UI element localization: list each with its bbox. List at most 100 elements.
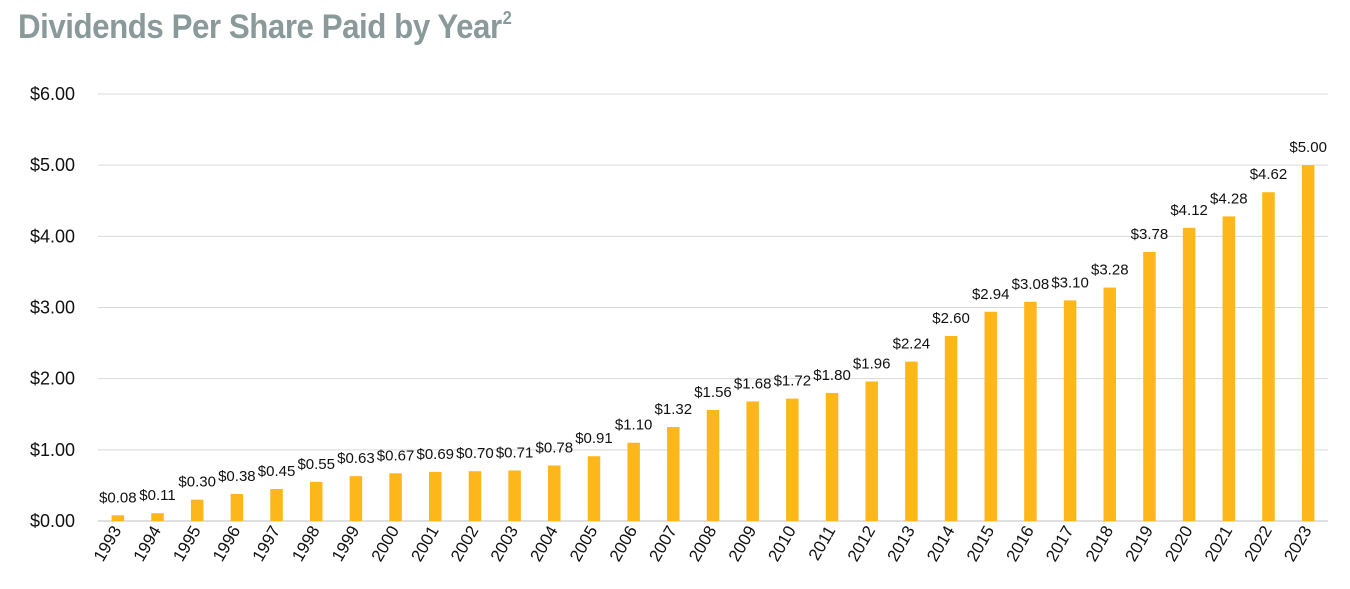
data-label-2006: $1.10 [615, 417, 653, 434]
x-tick-label-1994: 1994 [130, 523, 165, 565]
chart-title-text: Dividends Per Share Paid by Year [18, 8, 502, 46]
bar-2021 [1222, 216, 1236, 521]
x-tick-label-1995: 1995 [169, 523, 204, 565]
bar-2013 [905, 361, 918, 521]
chart-title: Dividends Per Share Paid by Year2 [18, 8, 512, 47]
x-tick-label-2010: 2010 [764, 523, 799, 565]
y-axis-tick-labels: $0.00 $1.00 $2.00 $3.00 $4.00 $5.00 $6.00 [30, 84, 75, 531]
y-tick-label: $6.00 [30, 84, 75, 104]
bars [111, 165, 1315, 522]
data-label-2009: $1.68 [734, 375, 772, 392]
x-tick-label-2016: 2016 [1003, 523, 1038, 565]
bar-2018 [1103, 287, 1117, 521]
bar-2010 [786, 398, 799, 521]
data-label-2013: $2.24 [893, 336, 931, 353]
data-label-1997: $0.45 [258, 463, 296, 480]
data-label-2012: $1.96 [853, 356, 891, 373]
x-tick-label-2022: 2022 [1241, 523, 1276, 565]
data-label-1999: $0.63 [337, 450, 375, 467]
data-label-2001: $0.69 [416, 446, 454, 463]
x-tick-label-2015: 2015 [963, 523, 998, 565]
bar-2020 [1182, 227, 1196, 521]
data-label-2005: $0.91 [575, 430, 613, 447]
data-label-2014: $2.60 [932, 310, 970, 327]
bar-1998 [309, 481, 323, 521]
bar-2002 [468, 471, 482, 521]
y-tick-label: $1.00 [30, 440, 75, 460]
data-label-2021: $4.28 [1210, 190, 1248, 207]
bar-2001 [429, 471, 442, 521]
bar-1994 [151, 513, 164, 521]
bar-2008 [706, 409, 720, 521]
bar-2012 [865, 381, 878, 521]
bar-2011 [825, 392, 839, 521]
x-tick-label-2008: 2008 [685, 523, 720, 565]
x-tick-label-2013: 2013 [883, 523, 918, 565]
bar-2023 [1301, 165, 1315, 521]
x-tick-label-2014: 2014 [923, 523, 958, 565]
x-tick-label-2007: 2007 [645, 523, 680, 565]
data-label-2010: $1.72 [774, 373, 812, 390]
x-tick-label-1997: 1997 [249, 523, 284, 565]
x-tick-label-2005: 2005 [566, 523, 601, 565]
bar-2017 [1063, 300, 1077, 521]
x-tick-label-2000: 2000 [368, 523, 403, 565]
bar-2019 [1143, 251, 1156, 522]
data-label-2011: $1.80 [813, 367, 851, 384]
bar-2014 [944, 335, 958, 521]
data-label-2022: $4.62 [1250, 166, 1288, 183]
x-tick-label-2021: 2021 [1201, 523, 1236, 565]
data-label-1998: $0.55 [297, 456, 335, 473]
data-label-2003: $0.71 [496, 444, 534, 461]
x-tick-label-2019: 2019 [1122, 523, 1157, 565]
x-tick-label-1996: 1996 [209, 523, 244, 565]
x-tick-label-2012: 2012 [844, 523, 879, 565]
data-label-2020: $4.12 [1170, 202, 1208, 219]
x-tick-label-2020: 2020 [1161, 523, 1196, 565]
bar-2016 [1024, 301, 1037, 521]
x-tick-label-2018: 2018 [1082, 523, 1117, 565]
bar-2022 [1262, 192, 1275, 521]
data-label-2000: $0.67 [377, 447, 415, 464]
data-label-2017: $3.10 [1051, 274, 1089, 291]
bar-1995 [190, 499, 204, 521]
x-axis-tick-labels: 1993 1994 1995 1996 1997 1998 1999 2000 2001 2002… [90, 523, 1316, 565]
x-tick-label-2003: 2003 [487, 523, 522, 565]
gridlines [98, 93, 1328, 522]
x-tick-label-2002: 2002 [447, 523, 482, 565]
bar-2000 [389, 473, 402, 521]
bar-2003 [508, 470, 521, 521]
data-label-2002: $0.70 [456, 445, 494, 462]
y-tick-label: $2.00 [30, 369, 75, 389]
data-label-1993: $0.08 [99, 489, 137, 506]
bar-2004 [548, 465, 561, 521]
data-label-2018: $3.28 [1091, 262, 1129, 279]
y-tick-label: $3.00 [30, 298, 75, 318]
bar-1999 [349, 476, 363, 521]
x-tick-label-2017: 2017 [1042, 523, 1077, 565]
bar-1993 [111, 515, 125, 521]
y-tick-label: $0.00 [30, 511, 75, 531]
data-label-1996: $0.38 [218, 468, 256, 485]
bar-2015 [984, 311, 997, 521]
x-tick-label-2006: 2006 [606, 523, 641, 565]
x-tick-label-1998: 1998 [288, 523, 323, 565]
bar-1997 [270, 488, 283, 521]
data-label-2016: $3.08 [1012, 276, 1050, 293]
data-label-2004: $0.78 [536, 439, 574, 456]
bar-2007 [667, 427, 680, 521]
x-tick-label-2009: 2009 [725, 523, 760, 565]
data-label-2023: $5.00 [1289, 139, 1327, 156]
title-footnote-marker: 2 [502, 8, 512, 28]
bar-2005 [587, 456, 601, 521]
x-tick-label-1993: 1993 [90, 523, 125, 565]
x-tick-label-2011: 2011 [805, 523, 840, 564]
data-label-2008: $1.56 [694, 384, 732, 401]
bar-2006 [627, 442, 640, 521]
x-tick-label-2004: 2004 [526, 523, 561, 565]
y-tick-label: $4.00 [30, 226, 75, 246]
data-label-2007: $1.32 [655, 401, 693, 418]
bar-2009 [746, 401, 759, 521]
x-tick-label-2023: 2023 [1280, 523, 1315, 565]
